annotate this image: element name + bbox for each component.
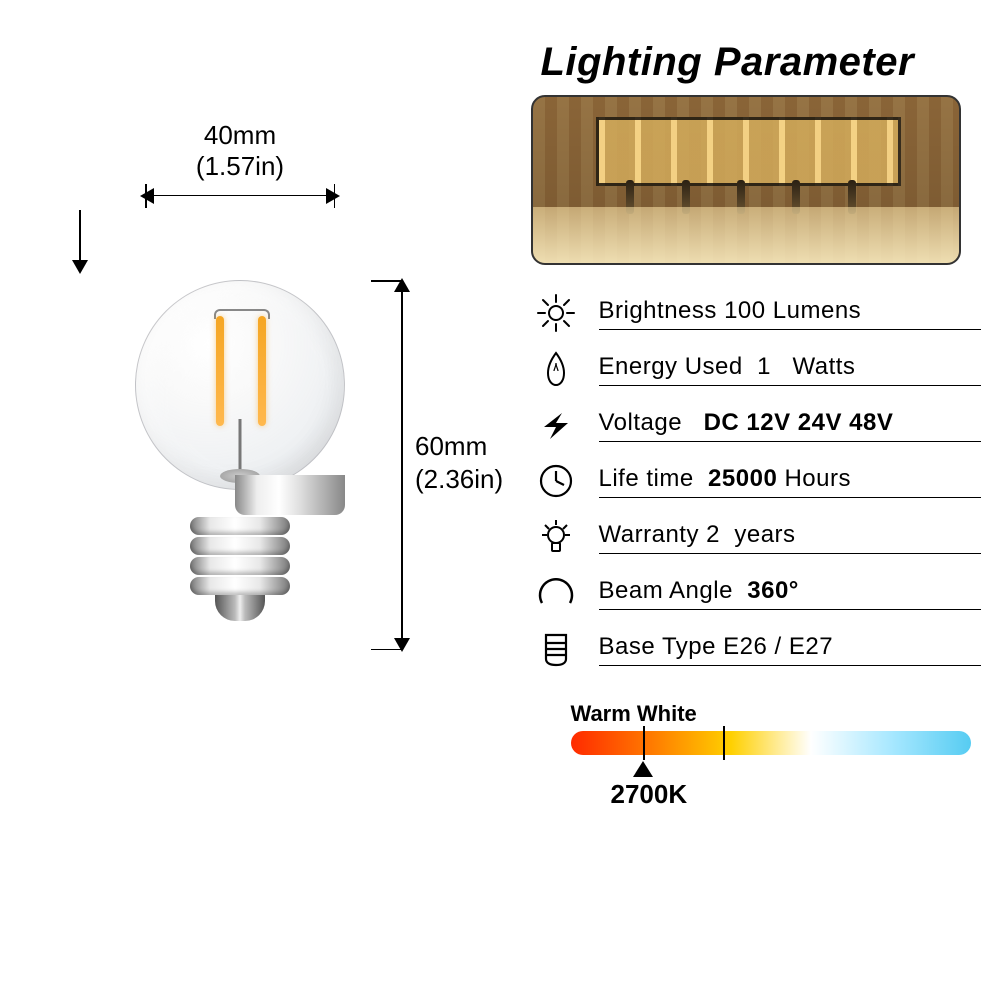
spec-value: 100: [724, 297, 766, 324]
spec-list: Brightness 100 Lumens Energy Used 1 Watt…: [531, 285, 982, 677]
filament: [216, 316, 224, 426]
bulb-contact-tip: [215, 595, 265, 621]
socket-icon: [531, 629, 581, 669]
spec-label: Warranty: [599, 521, 699, 548]
spec-value: 1: [757, 353, 771, 380]
spec-panel: Lighting Parameter: [501, 0, 1001, 1001]
bulb-illustration: [135, 280, 345, 621]
sun-icon: [531, 293, 581, 333]
spec-label: Base Type: [599, 633, 716, 660]
spec-unit: years: [734, 521, 795, 548]
spec-value: DC 12V 24V 48V: [704, 409, 894, 436]
spec-brightness: Brightness 100 Lumens: [531, 285, 982, 341]
spec-unit: Watts: [792, 353, 855, 380]
spec-label: Beam Angle: [599, 577, 733, 604]
spec-warranty: Warranty 2 years: [531, 509, 982, 565]
spec-label: Life time: [599, 465, 694, 492]
spec-voltage: Voltage DC 12V 24V 48V: [531, 397, 982, 453]
spec-label: Brightness: [599, 297, 717, 324]
dimension-width: 40mm (1.57in): [60, 120, 420, 204]
spec-label: Energy Used: [599, 353, 743, 380]
spec-unit: Lumens: [773, 297, 861, 324]
spec-lifetime: Life time 25000 Hours: [531, 453, 982, 509]
bulb-rays-icon: [531, 517, 581, 557]
spec-unit: Hours: [784, 465, 851, 492]
bulb-neck: [235, 475, 345, 515]
width-in: (1.57in): [196, 151, 284, 181]
spec-energy: Energy Used 1 Watts: [531, 341, 982, 397]
bulb-diagram: 40mm (1.57in): [0, 0, 501, 1001]
down-arrow-icon: [72, 210, 88, 274]
width-dimension-line: [60, 188, 420, 204]
bulb-glass: [135, 280, 345, 490]
color-temperature: Warm White 2700K: [571, 701, 971, 810]
height-in: (2.36in): [415, 464, 503, 494]
spec-value: E26 / E27: [723, 633, 833, 660]
spec-value: 2: [706, 521, 720, 548]
arc-icon: [531, 573, 581, 613]
spec-value: 25000: [708, 465, 777, 492]
spec-base: Base Type E26 / E27: [531, 621, 982, 677]
bolt-icon: [531, 405, 581, 445]
spec-label: Voltage: [599, 409, 683, 436]
product-infographic: 40mm (1.57in): [0, 0, 1001, 1001]
width-mm: 40mm: [204, 120, 276, 150]
candle-icon: [531, 349, 581, 389]
spec-beam: Beam Angle 360°: [531, 565, 982, 621]
filament: [258, 316, 266, 426]
ambience-photo: [531, 95, 961, 265]
ct-gradient-bar: [571, 731, 971, 755]
section-heading: Lighting Parameter: [541, 40, 982, 85]
spec-value: 360°: [747, 577, 799, 604]
ct-pointer-icon: [633, 761, 653, 777]
height-mm: 60mm: [415, 431, 487, 461]
ct-label: Warm White: [571, 701, 971, 727]
bulb-screw-base: [190, 517, 290, 595]
clock-icon: [531, 461, 581, 501]
dimension-height: 60mm (2.36in): [395, 280, 403, 650]
ct-value: 2700K: [611, 779, 971, 810]
